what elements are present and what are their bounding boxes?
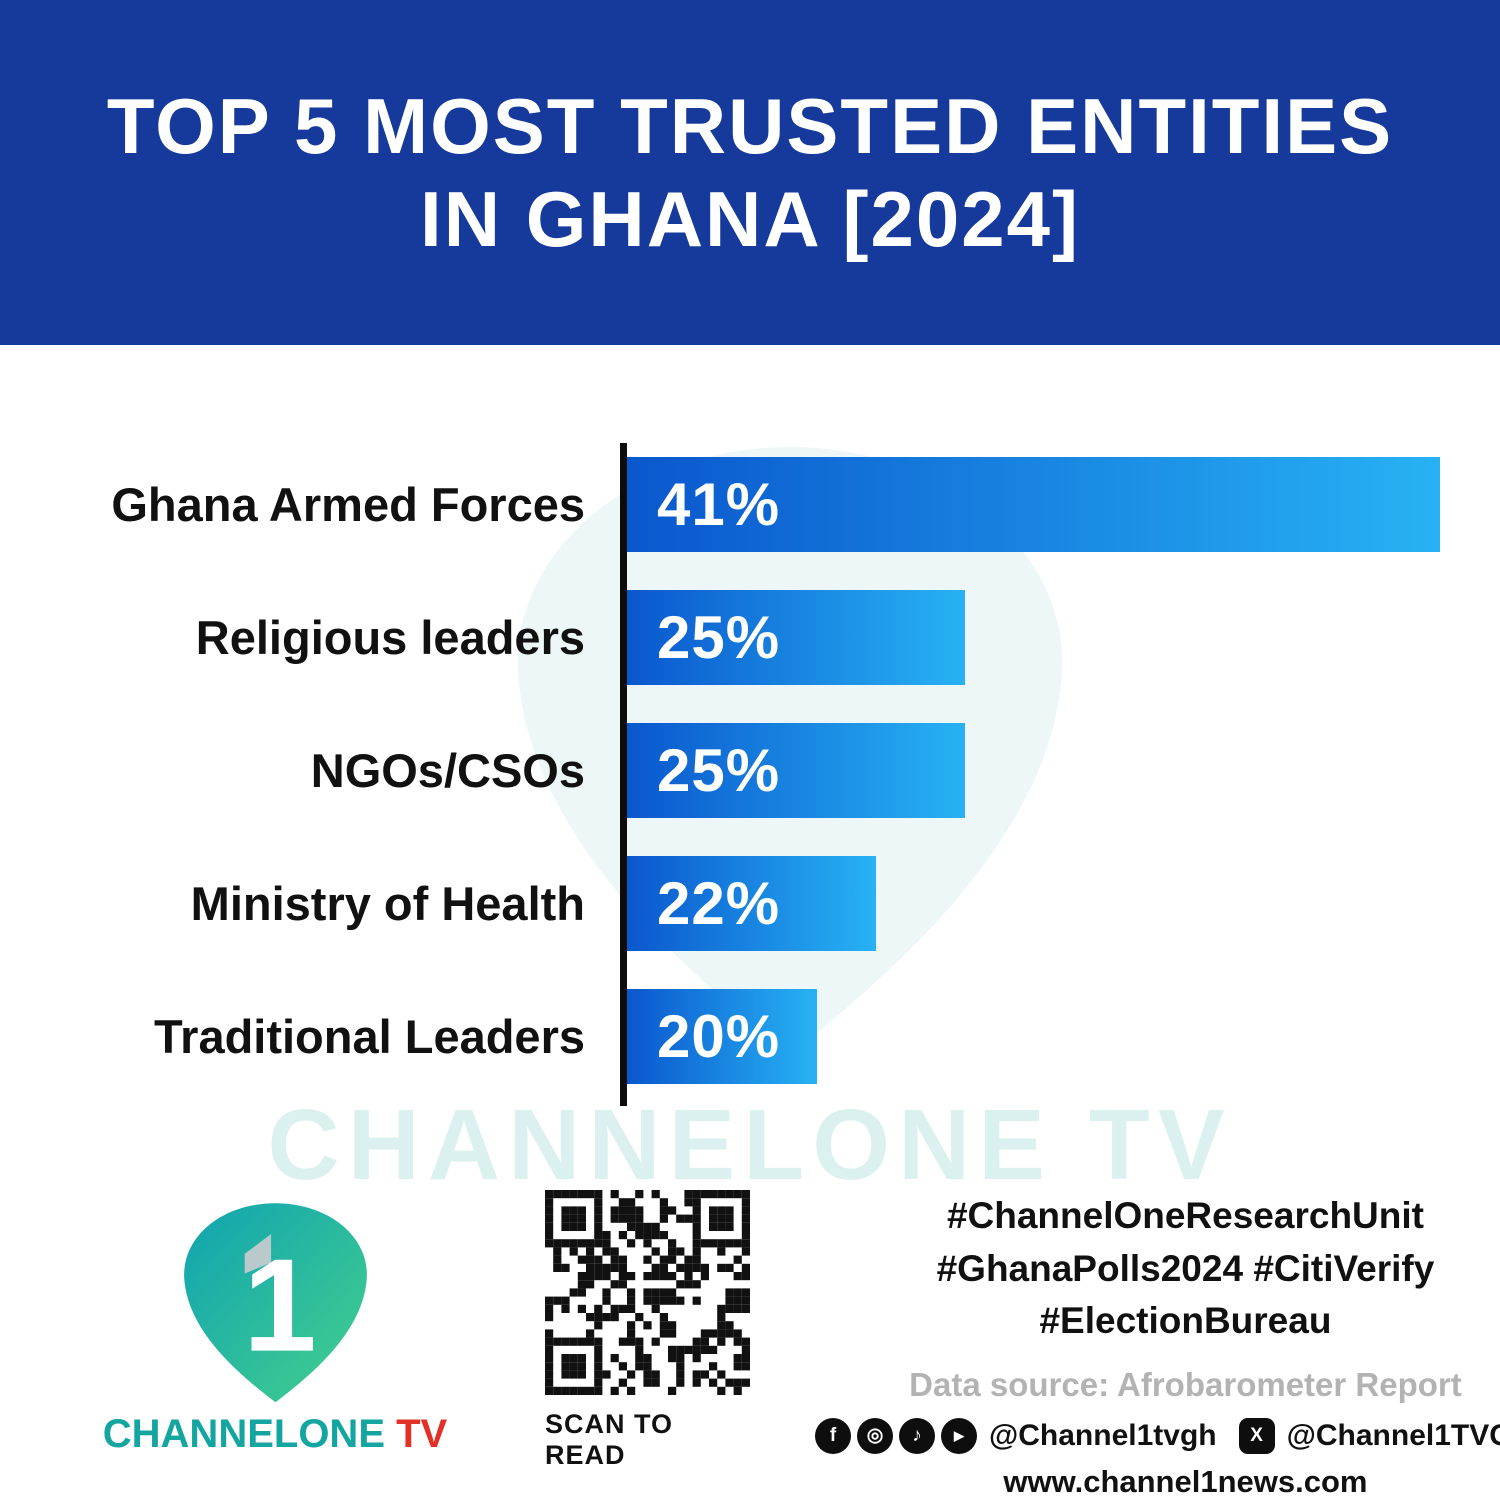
- instagram-icon: ◎: [857, 1417, 893, 1454]
- facebook-icon: f: [815, 1417, 851, 1454]
- bar-track: 20%: [627, 989, 1440, 1084]
- header-banner: TOP 5 MOST TRUSTED ENTITIES IN GHANA [20…: [0, 0, 1500, 345]
- bar-label: Ministry of Health: [190, 877, 585, 930]
- bar-track: 41%: [627, 457, 1440, 552]
- bar-value: 25%: [657, 737, 781, 804]
- page-title: TOP 5 MOST TRUSTED ENTITIES IN GHANA [20…: [107, 80, 1393, 264]
- page-title-line1: TOP 5 MOST TRUSTED ENTITIES: [106, 82, 1394, 171]
- bar-label: Traditional Leaders: [154, 1010, 585, 1063]
- bar: 41%: [627, 457, 1440, 552]
- bar-row: Religious leaders 25%: [0, 590, 1500, 685]
- bar-track: 22%: [627, 856, 1440, 951]
- channel-one-logo: 1 CHANNELONE TV: [103, 1190, 447, 1457]
- bar: 25%: [627, 723, 966, 818]
- footer-meta: #ChannelOneResearchUnit #GhanaPolls2024 …: [815, 1190, 1500, 1500]
- x-icon: X: [1238, 1417, 1275, 1454]
- social-handle: @Channel1tvgh: [989, 1418, 1217, 1452]
- qr-block: SCAN TO READ: [545, 1190, 750, 1471]
- bar-track: 25%: [627, 723, 1440, 818]
- bar-track: 25%: [627, 590, 1440, 685]
- page-title-line2: IN GHANA [2024]: [420, 174, 1080, 263]
- bar: 20%: [627, 989, 818, 1084]
- channel-one-wordmark: CHANNELONE TV: [103, 1412, 447, 1457]
- hashtag-line: #GhanaPolls2024 #CitiVerify: [936, 1247, 1435, 1289]
- bar-value: 22%: [657, 870, 781, 937]
- bar: 25%: [627, 590, 966, 685]
- bar-row: Traditional Leaders 20%: [0, 989, 1500, 1084]
- chart-rows: Ghana Armed Forces 41% Religious leaders 25…: [0, 457, 1500, 1084]
- bar-chart: Ghana Armed Forces 41% Religious leaders 25…: [0, 443, 1500, 1106]
- wordmark-tv: TV: [385, 1412, 448, 1456]
- bar-row: NGOs/CSOs 25%: [0, 723, 1500, 818]
- hashtag-line: #ChannelOneResearchUnit: [946, 1195, 1424, 1236]
- tiktok-icon: ♪: [899, 1417, 935, 1454]
- qr-caption: SCAN TO READ: [545, 1409, 674, 1470]
- svg-text:1: 1: [243, 1232, 316, 1379]
- bar-label: Religious leaders: [195, 611, 585, 664]
- wordmark-channelone: CHANNELONE: [102, 1412, 385, 1456]
- hashtags: #ChannelOneResearchUnit #GhanaPolls2024 …: [815, 1190, 1500, 1348]
- hashtag-line: #ElectionBureau: [1039, 1300, 1332, 1342]
- bar-value: 41%: [657, 471, 781, 538]
- social-row: f ◎ ♪ ▶ @Channel1tvgh X @Channel1TVGHA: [815, 1417, 1500, 1454]
- social-handle-x: @Channel1TVGHA: [1286, 1418, 1500, 1452]
- bar-label: NGOs/CSOs: [310, 744, 585, 797]
- bar-row: Ministry of Health 22%: [0, 856, 1500, 951]
- bar-row: Ghana Armed Forces 41%: [0, 457, 1500, 552]
- footer: 1 CHANNELONE TV SCAN TO READ #ChannelOne…: [0, 1190, 1500, 1500]
- bar-value: 20%: [657, 1003, 781, 1070]
- chart-axis: [620, 443, 627, 1106]
- data-source: Data source: Afrobarometer Report: [909, 1365, 1462, 1403]
- channel-one-logo-icon: 1: [183, 1203, 367, 1403]
- youtube-icon: ▶: [941, 1417, 977, 1454]
- qr-code: [545, 1190, 750, 1395]
- bar-value: 25%: [657, 604, 781, 671]
- bar-label: Ghana Armed Forces: [111, 478, 585, 531]
- bar: 22%: [627, 856, 877, 951]
- website-url: www.channel1news.com: [1003, 1463, 1368, 1499]
